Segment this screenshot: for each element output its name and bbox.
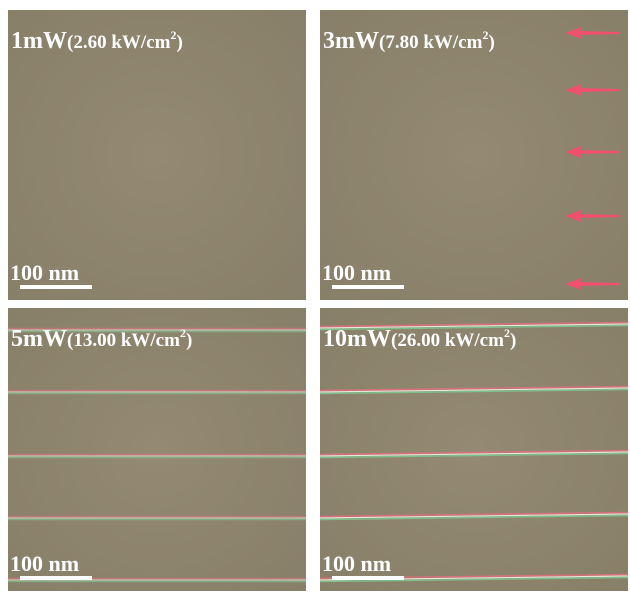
micrograph bbox=[8, 10, 306, 300]
arrow bbox=[565, 27, 620, 39]
arrow bbox=[565, 84, 620, 96]
stripe-green bbox=[319, 452, 629, 459]
scale-bar bbox=[20, 576, 92, 580]
stripe-red bbox=[319, 385, 629, 392]
superscript: 2 bbox=[504, 326, 510, 340]
stripe-green bbox=[319, 576, 629, 583]
intensity: (13.00 kW/cm bbox=[67, 330, 180, 351]
arrow bbox=[565, 278, 620, 290]
stripe-green bbox=[319, 514, 629, 521]
scale-bar-label: 100 nm bbox=[10, 260, 79, 285]
panel: 3mW(7.80 kW/cm2) 100 nm bbox=[320, 10, 628, 300]
stripe-white bbox=[319, 323, 629, 329]
intensity: (7.80 kW/cm bbox=[379, 32, 483, 53]
close: ) bbox=[176, 32, 182, 53]
power: 1mW bbox=[11, 28, 67, 54]
intensity: (26.00 kW/cm bbox=[391, 330, 504, 351]
stripe-red bbox=[319, 449, 629, 456]
power: 5mW bbox=[11, 326, 67, 352]
superscript: 2 bbox=[180, 326, 186, 340]
stripe-green bbox=[319, 388, 629, 395]
scale-bar bbox=[20, 285, 92, 289]
scale-bar bbox=[332, 285, 404, 289]
stripe-white bbox=[319, 387, 629, 393]
panel-label: 5mW(13.00 kW/cm2) bbox=[11, 326, 192, 352]
stripe-white bbox=[319, 451, 629, 457]
close: ) bbox=[186, 330, 192, 351]
scale-bar-label: 100 nm bbox=[322, 260, 391, 285]
stripe-red bbox=[319, 321, 629, 328]
scale-bar-label: 100 nm bbox=[10, 551, 79, 576]
scale-bar bbox=[332, 576, 404, 580]
intensity: (2.60 kW/cm bbox=[67, 32, 171, 53]
panel-label: 1mW(2.60 kW/cm2) bbox=[11, 28, 183, 54]
panel-label: 10mW(26.00 kW/cm2) bbox=[323, 326, 516, 352]
arrow bbox=[565, 146, 620, 158]
panel: 1mW(2.60 kW/cm2) 100 nm bbox=[8, 10, 306, 300]
panel-label: 3mW(7.80 kW/cm2) bbox=[323, 28, 495, 54]
superscript: 2 bbox=[482, 28, 488, 42]
superscript: 2 bbox=[170, 28, 176, 42]
micrograph bbox=[320, 308, 628, 591]
arrow bbox=[565, 210, 620, 222]
stripe-green bbox=[319, 324, 629, 331]
panel: 10mW(26.00 kW/cm2) 100 nm bbox=[319, 308, 629, 591]
close: ) bbox=[510, 330, 516, 351]
micrograph bbox=[8, 308, 306, 591]
power: 3mW bbox=[323, 28, 379, 54]
stripe-red bbox=[319, 511, 629, 518]
stripe-white bbox=[319, 513, 629, 519]
panel: 5mW(13.00 kW/cm2) 100 nm bbox=[8, 308, 306, 591]
power: 10mW bbox=[323, 326, 391, 352]
scale-bar-label: 100 nm bbox=[322, 551, 391, 576]
close: ) bbox=[488, 32, 494, 53]
